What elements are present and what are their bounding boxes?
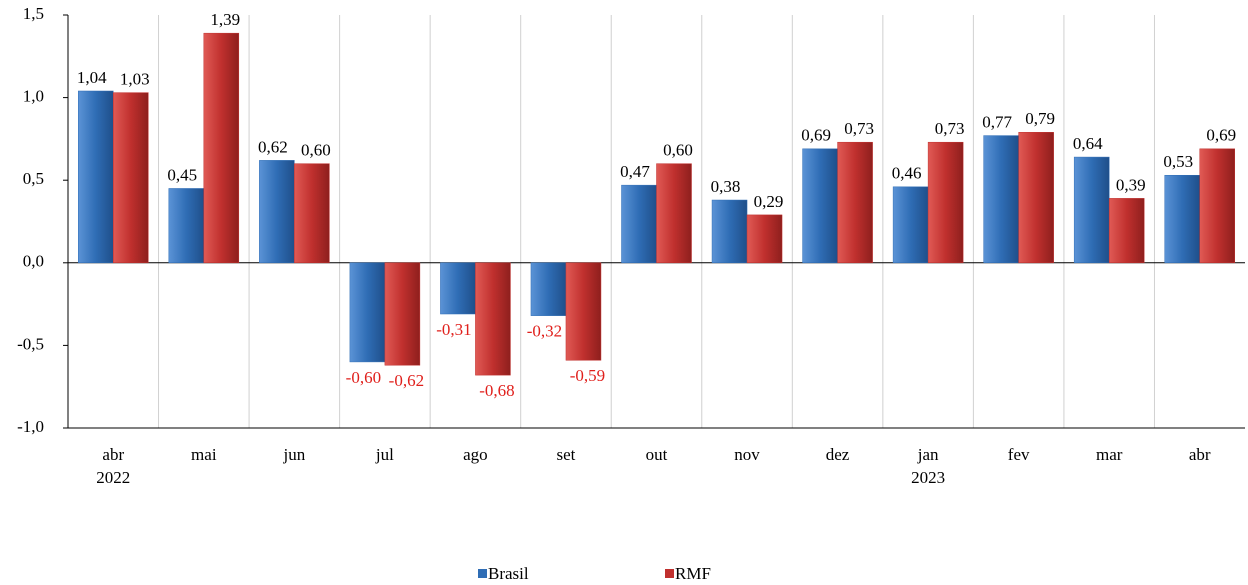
x-tick-label: abr	[102, 445, 124, 464]
value-label: -0,59	[570, 366, 605, 385]
bar	[1199, 148, 1235, 264]
value-label: 0,69	[801, 126, 831, 145]
bar	[384, 262, 421, 366]
bar	[802, 148, 838, 264]
bar	[475, 262, 511, 376]
bar	[983, 135, 1019, 264]
value-label: 0,60	[301, 141, 331, 160]
bar	[203, 32, 240, 264]
x-tick-label: ago	[463, 445, 488, 464]
y-tick-label: 0,0	[23, 252, 44, 271]
y-tick-label: 0,5	[23, 169, 44, 188]
value-label: 0,77	[982, 113, 1012, 132]
bar	[349, 262, 386, 363]
value-label: -0,32	[527, 322, 562, 341]
bar	[440, 262, 476, 315]
value-label: 0,73	[844, 119, 874, 138]
value-label: -0,62	[389, 371, 424, 390]
bar	[1164, 174, 1200, 264]
value-label: -0,60	[346, 368, 381, 387]
bar	[837, 141, 873, 264]
x-tick-label: mar	[1096, 445, 1123, 464]
legend-label: RMF	[675, 564, 711, 583]
legend-label: Brasil	[488, 564, 529, 583]
value-label: 0,45	[167, 165, 197, 184]
value-label: 0,64	[1073, 134, 1103, 153]
bar	[1018, 132, 1054, 264]
value-label: -0,68	[479, 381, 514, 400]
x-tick-label: jun	[282, 445, 305, 464]
x-tick-label: jan	[917, 445, 939, 464]
bar	[1108, 198, 1145, 264]
bar	[927, 141, 964, 264]
value-label: 0,69	[1206, 126, 1236, 145]
value-label: 0,29	[754, 192, 784, 211]
bar	[78, 90, 114, 264]
bar	[892, 186, 929, 264]
bar	[621, 184, 657, 264]
y-tick-label: -1,0	[17, 417, 44, 436]
bar	[259, 160, 295, 264]
bar	[294, 163, 330, 264]
y-tick-label: 1,0	[23, 87, 44, 106]
value-label: 0,73	[935, 119, 965, 138]
x-tick-label: nov	[734, 445, 760, 464]
bar	[530, 262, 567, 316]
value-label: -0,31	[436, 320, 471, 339]
x-tick-label: set	[557, 445, 576, 464]
value-label: 0,53	[1163, 152, 1193, 171]
bar	[168, 188, 205, 264]
bar	[565, 262, 602, 361]
value-label: 0,47	[620, 162, 650, 181]
x-tick-label: out	[646, 445, 668, 464]
bar	[1073, 156, 1110, 264]
x-tick-label: dez	[826, 445, 850, 464]
value-label: 0,46	[892, 164, 922, 183]
value-label: 0,62	[258, 137, 288, 156]
y-tick-label: 1,5	[23, 4, 44, 23]
legend-swatch	[665, 569, 674, 578]
x-tick-label: mai	[191, 445, 217, 464]
x-tick-label: abr	[1189, 445, 1211, 464]
value-label: 0,60	[663, 141, 693, 160]
y-tick-label: -0,5	[17, 334, 44, 353]
value-label: 0,79	[1025, 109, 1055, 128]
x-tick-year: 2022	[96, 468, 130, 487]
value-label: 0,39	[1116, 175, 1146, 194]
bar	[711, 199, 748, 264]
value-label: 0,38	[711, 177, 741, 196]
bar	[746, 214, 783, 264]
x-tick-label: jul	[375, 445, 394, 464]
x-tick-year: 2023	[911, 468, 945, 487]
bar	[656, 163, 692, 264]
bar	[113, 92, 149, 264]
value-label: 1,39	[210, 10, 240, 29]
x-tick-label: fev	[1008, 445, 1030, 464]
value-label: 1,03	[120, 70, 150, 89]
legend-swatch	[478, 569, 487, 578]
value-label: 1,04	[77, 68, 107, 87]
